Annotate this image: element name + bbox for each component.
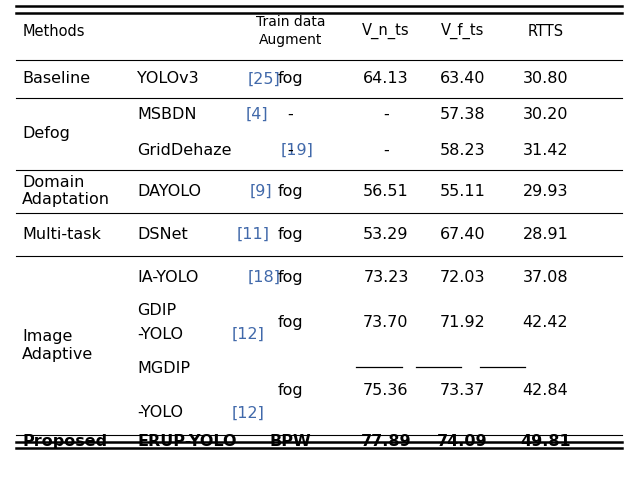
Text: Defog: Defog [22,126,70,141]
Text: V_n_ts: V_n_ts [362,23,410,39]
Text: 73.37: 73.37 [440,383,486,398]
Text: MSBDN: MSBDN [137,107,197,122]
Text: [12]: [12] [232,327,265,342]
Text: V_f_ts: V_f_ts [441,23,484,39]
Text: Train data
Augment: Train data Augment [256,15,325,47]
Text: [12]: [12] [232,405,265,420]
Text: Image
Adaptive: Image Adaptive [22,329,94,361]
Text: ERUP-YOLO: ERUP-YOLO [137,434,237,449]
Text: -: - [383,107,389,122]
Text: 53.29: 53.29 [363,227,409,242]
Text: 67.40: 67.40 [440,227,486,242]
Text: Multi-task: Multi-task [22,227,101,242]
Text: 28.91: 28.91 [523,227,568,242]
Text: 31.42: 31.42 [523,143,568,158]
Text: BPW: BPW [269,434,311,449]
Text: -: - [287,107,293,122]
Text: 37.08: 37.08 [523,270,568,285]
Text: 49.81: 49.81 [520,434,571,449]
Text: fog: fog [278,71,303,87]
Text: -: - [383,143,389,158]
Text: 30.20: 30.20 [523,107,568,122]
Text: 77.89: 77.89 [360,434,412,449]
Text: [18]: [18] [248,270,281,285]
Text: DSNet: DSNet [137,227,188,242]
Text: 73.70: 73.70 [363,315,409,330]
Text: fog: fog [278,184,303,199]
Text: fog: fog [278,315,303,330]
Text: 29.93: 29.93 [523,184,568,199]
Text: 30.80: 30.80 [523,71,568,87]
Text: 63.40: 63.40 [440,71,486,87]
Text: [4]: [4] [246,107,268,122]
Text: RTTS: RTTS [528,23,563,39]
Text: 57.38: 57.38 [440,107,486,122]
Text: 64.13: 64.13 [363,71,409,87]
Text: 56.51: 56.51 [363,184,409,199]
Text: GDIP: GDIP [137,303,176,318]
Text: 42.84: 42.84 [523,383,568,398]
Text: -: - [287,143,293,158]
Text: Methods: Methods [22,23,85,39]
Text: 71.92: 71.92 [440,315,486,330]
Text: [9]: [9] [250,184,272,199]
Text: IA-YOLO: IA-YOLO [137,270,198,285]
Text: GridDehaze: GridDehaze [137,143,232,158]
Text: [11]: [11] [237,227,270,242]
Text: 42.42: 42.42 [523,315,568,330]
Text: -YOLO: -YOLO [137,405,183,420]
Text: DAYOLO: DAYOLO [137,184,201,199]
Text: fog: fog [278,383,303,398]
Text: fog: fog [278,227,303,242]
Text: MGDIP: MGDIP [137,361,190,376]
Text: -YOLO: -YOLO [137,327,183,342]
Text: [25]: [25] [248,71,281,87]
Text: YOLOv3: YOLOv3 [137,71,199,87]
Text: 72.03: 72.03 [440,270,486,285]
Text: Proposed: Proposed [22,434,107,449]
Text: fog: fog [278,270,303,285]
Text: 55.11: 55.11 [440,184,486,199]
Text: Domain
Adaptation: Domain Adaptation [22,175,110,207]
Text: [19]: [19] [281,143,313,158]
Text: 73.23: 73.23 [363,270,409,285]
Text: Baseline: Baseline [22,71,91,87]
Text: 74.09: 74.09 [437,434,488,449]
Text: 75.36: 75.36 [363,383,409,398]
Text: 58.23: 58.23 [440,143,486,158]
